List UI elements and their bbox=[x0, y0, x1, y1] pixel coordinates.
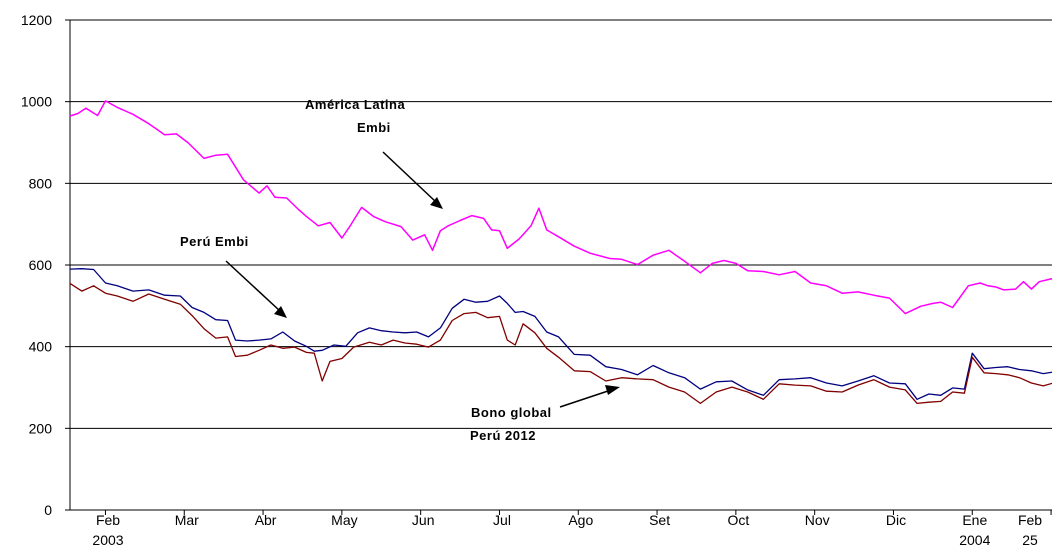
bono-global-arrow bbox=[559, 389, 612, 408]
x-tick-year-label: 25 bbox=[1022, 532, 1038, 548]
america-latina-label-line1: América Latina bbox=[305, 97, 405, 112]
peru-embi-label: Perú Embi bbox=[180, 234, 249, 249]
annotation-peru-embi: Perú Embi bbox=[180, 234, 287, 318]
axes bbox=[69, 20, 1052, 511]
x-tick-year-label: 2003 bbox=[92, 532, 123, 548]
america-latina-arrowhead bbox=[430, 197, 443, 209]
america-latina-label-line2: Embi bbox=[357, 120, 391, 135]
x-tick-year-label: 2004 bbox=[959, 532, 990, 548]
bono-global-label-line1: Bono global bbox=[471, 405, 552, 420]
america-latina-arrow bbox=[382, 151, 437, 203]
x-tick-label: Jul bbox=[493, 512, 511, 528]
x-tick-label: Oct bbox=[728, 512, 750, 528]
y-tick-label: 600 bbox=[29, 257, 53, 273]
y-tick-label: 1200 bbox=[21, 12, 52, 28]
x-tick-label: Ago bbox=[568, 512, 593, 528]
y-tick-label: 400 bbox=[29, 339, 53, 355]
y-tick-label: 1000 bbox=[21, 94, 52, 110]
series-line-bono-global bbox=[69, 282, 1052, 405]
annotation-bono-global: Bono global Perú 2012 bbox=[470, 385, 620, 443]
bono-global-arrowhead bbox=[605, 385, 620, 395]
peru-embi-arrow bbox=[225, 260, 281, 312]
x-tick-label: Ene bbox=[962, 512, 987, 528]
bono-global-label-line2: Perú 2012 bbox=[470, 428, 536, 443]
annotation-america-latina: América Latina Embi bbox=[305, 97, 443, 209]
gridlines bbox=[65, 19, 1052, 511]
x-tick-label: Abr bbox=[255, 512, 277, 528]
x-tick-labels: Feb 2003 Mar Abr May Jun Jul Ago Set Oct Nov Dic Ene… bbox=[92, 510, 1052, 548]
series-line-peru-embi bbox=[69, 268, 1052, 400]
x-tick-label: Feb bbox=[96, 512, 120, 528]
x-tick-label: Jun bbox=[412, 512, 435, 528]
y-tick-labels: 0 200 400 600 800 1000 1200 bbox=[21, 12, 52, 518]
x-tick-label: May bbox=[331, 512, 357, 528]
y-tick-label: 200 bbox=[29, 420, 53, 436]
series-line-america-latina bbox=[69, 100, 1052, 315]
y-tick-label: 0 bbox=[44, 502, 52, 518]
series-lines bbox=[69, 100, 1052, 405]
x-tick-label: Feb bbox=[1018, 512, 1042, 528]
x-tick-label: Mar bbox=[175, 512, 199, 528]
y-tick-label: 800 bbox=[29, 175, 53, 191]
x-tick-label: Set bbox=[649, 512, 670, 528]
peru-embi-arrowhead bbox=[274, 306, 287, 318]
x-tick-label: Nov bbox=[805, 512, 830, 528]
x-tick-label: Dic bbox=[886, 512, 906, 528]
